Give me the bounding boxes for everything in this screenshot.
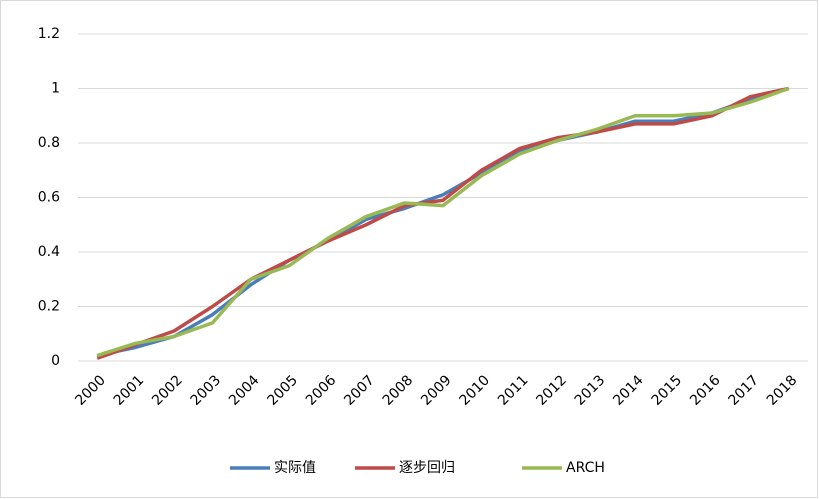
series-line — [96, 86, 790, 358]
legend-label: 逐步回归 — [399, 459, 455, 476]
y-tick-label: 0 — [51, 353, 60, 369]
y-tick-label: 0.4 — [38, 244, 60, 260]
series-line — [96, 86, 790, 360]
y-tick-label: 0.6 — [38, 190, 60, 206]
y-tick-label: 0.2 — [38, 299, 60, 315]
y-tick-label: 1 — [51, 81, 60, 97]
y-tick-label: 0.8 — [38, 135, 60, 151]
y-tick-label: 1.2 — [38, 26, 60, 42]
legend-label: 实际值 — [274, 460, 316, 476]
legend-label: ARCH — [566, 460, 605, 476]
series-line — [96, 86, 790, 358]
